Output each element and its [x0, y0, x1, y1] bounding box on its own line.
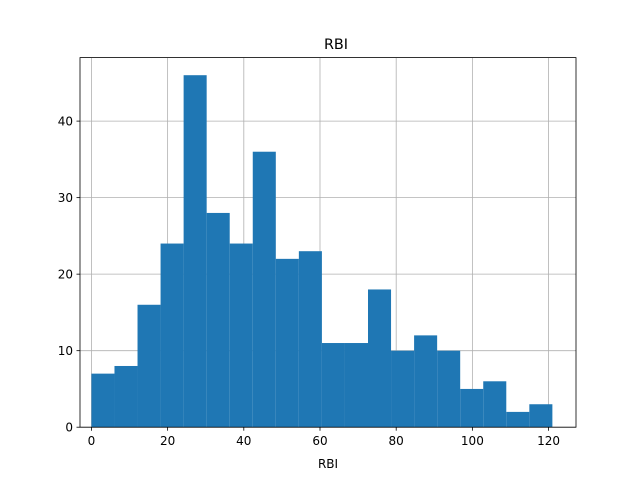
histogram-bar [437, 350, 461, 428]
y-tick-label: 20 [58, 267, 73, 281]
x-tick-label: 0 [88, 434, 96, 448]
histogram-bar [529, 404, 553, 428]
y-tick-label: 40 [58, 114, 73, 128]
histogram-bar [183, 75, 207, 428]
x-tick-label: 120 [537, 434, 560, 448]
y-tick-label: 30 [58, 191, 73, 205]
x-axis-label: RBI [318, 457, 338, 471]
histogram-bar [298, 251, 322, 428]
histogram-bars [91, 75, 553, 428]
histogram-bar [275, 258, 299, 428]
x-tick-label: 100 [461, 434, 484, 448]
histogram-bar [414, 335, 438, 428]
y-tick-label: 10 [58, 344, 73, 358]
y-tick-label: 0 [65, 421, 73, 435]
histogram-bar [91, 373, 115, 428]
histogram-bar [114, 365, 138, 428]
histogram-bar [206, 212, 230, 428]
histogram-bar [252, 151, 276, 428]
x-axis-ticks: 0 20 40 60 80 100 120 [88, 427, 560, 448]
x-tick-label: 20 [160, 434, 175, 448]
y-axis-ticks: 0 10 20 30 40 [58, 114, 80, 435]
x-tick-label: 40 [236, 434, 251, 448]
x-tick-label: 80 [389, 434, 404, 448]
histogram-bar [137, 304, 161, 428]
x-tick-label: 60 [312, 434, 327, 448]
histogram-bar [160, 243, 184, 428]
histogram-bar [391, 350, 415, 428]
histogram-bar [368, 289, 392, 428]
histogram-bar [483, 381, 507, 428]
plot-frame [79, 57, 577, 428]
histogram-bar [344, 343, 368, 428]
histogram-bar [229, 243, 253, 428]
histogram-bar [321, 343, 345, 428]
histogram-bar [460, 388, 484, 428]
chart-title: RBI [324, 37, 348, 53]
histogram-bar [506, 411, 530, 428]
